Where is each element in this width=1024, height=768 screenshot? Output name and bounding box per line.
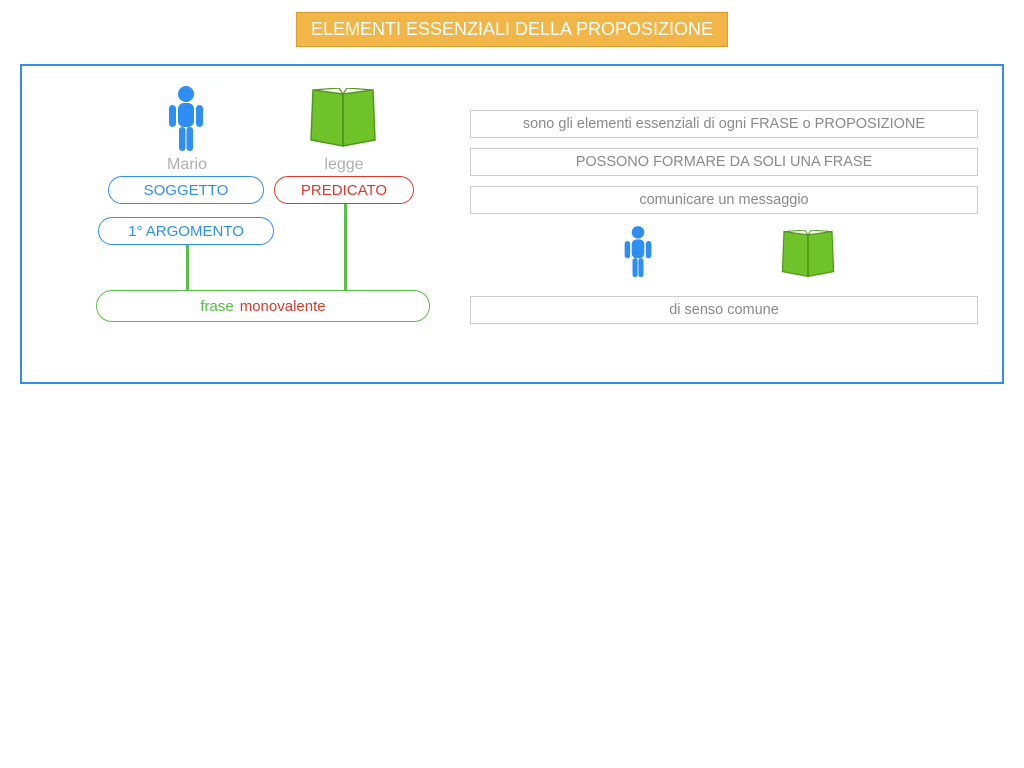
legge-label: legge (322, 156, 366, 174)
right-box-1: sono gli elementi essenziali di ogni FRA… (470, 110, 978, 138)
frase-word1: frase (200, 298, 233, 315)
frase-word2: monovalente (240, 298, 326, 315)
soggetto-pill: SOGGETTO (108, 176, 264, 204)
right-box-4: di senso comune (470, 296, 978, 324)
right-box-2: POSSONO FORMARE DA SOLI UNA FRASE (470, 148, 978, 176)
book-icon-small (778, 230, 838, 278)
mario-label: Mario (165, 156, 209, 174)
right-box-3: comunicare un messaggio (470, 186, 978, 214)
frase-monovalente-pill: frase monovalente (96, 290, 430, 322)
argomento-pill: 1° ARGOMENTO (98, 217, 274, 245)
connector-right (344, 204, 347, 290)
predicato-pill: PREDICATO (274, 176, 414, 204)
connector-left (186, 245, 189, 290)
page-title: ELEMENTI ESSENZIALI DELLA PROPOSIZIONE (296, 12, 728, 47)
person-icon (158, 85, 214, 153)
person-icon-small (616, 225, 660, 279)
book-icon (307, 88, 379, 148)
